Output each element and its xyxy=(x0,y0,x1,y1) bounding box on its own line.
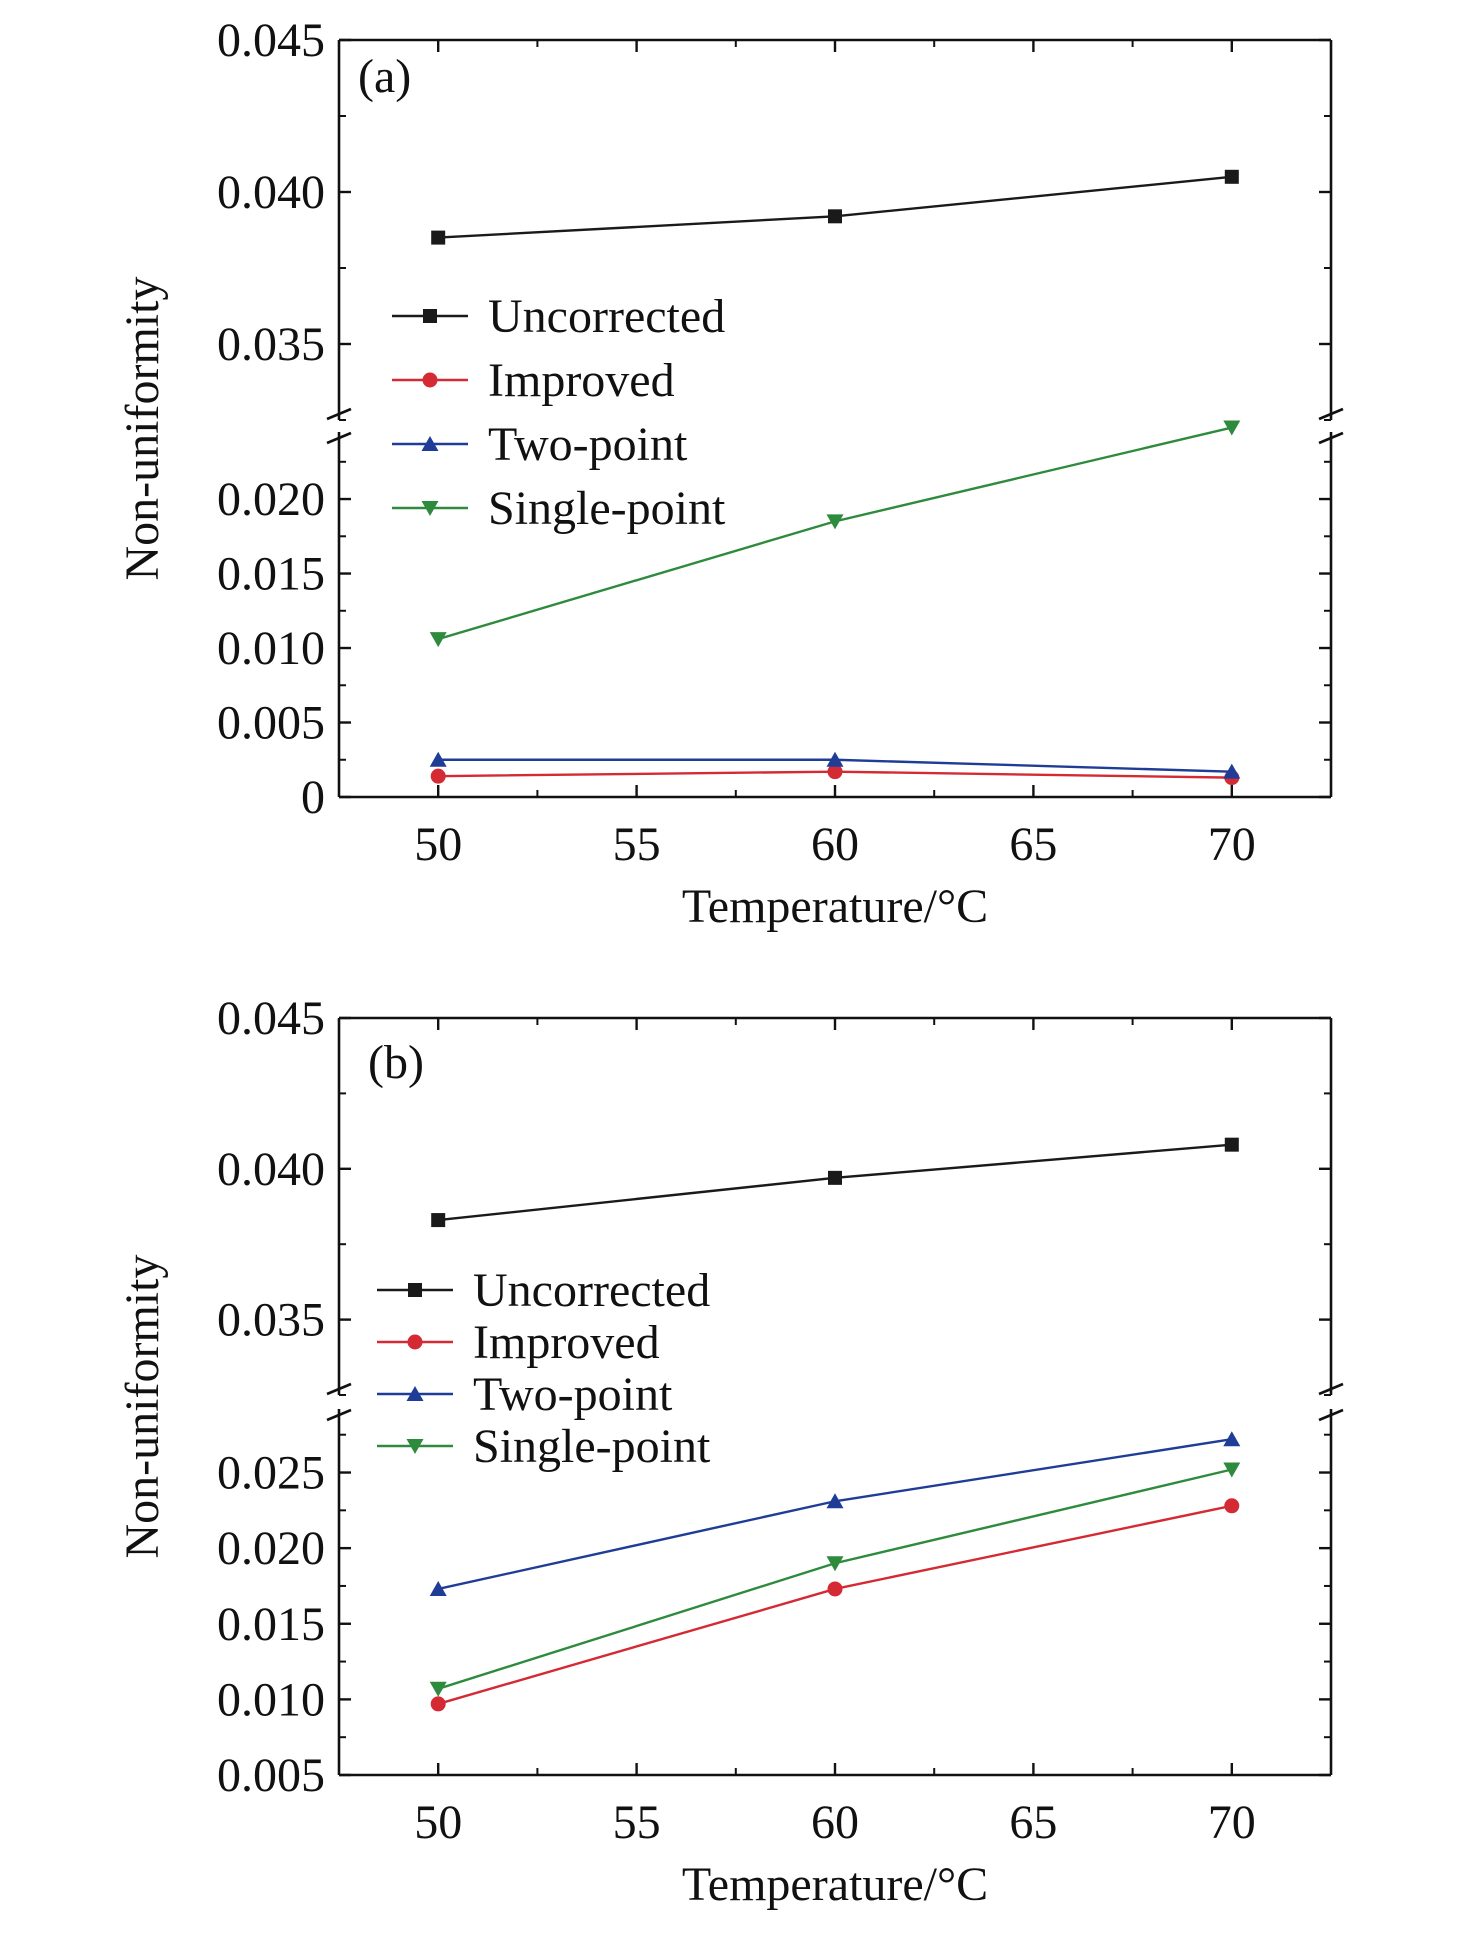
panel-label: (a) xyxy=(358,50,411,103)
y-tick-label: 0.010 xyxy=(217,1673,325,1726)
data-point xyxy=(1224,1498,1240,1514)
axis-break-mark xyxy=(326,407,352,421)
data-point xyxy=(1223,1462,1241,1478)
data-point xyxy=(828,209,842,224)
y-tick-label: 0.035 xyxy=(217,1294,325,1347)
data-point xyxy=(828,1170,842,1185)
data-point xyxy=(826,514,844,530)
series-line xyxy=(437,1504,1233,1706)
legend-label: Uncorrected xyxy=(488,290,725,343)
legend: Uncorrected Improved Two-point Single-point xyxy=(392,290,726,535)
series-uncorrected xyxy=(431,169,1239,245)
x-tick-label: 50 xyxy=(414,1796,462,1849)
y-tick-label: 0.015 xyxy=(217,548,325,601)
x-axis-label: Temperature/°C xyxy=(682,880,988,933)
series-two-point xyxy=(429,751,1241,779)
legend-label: Single-point xyxy=(473,1420,711,1473)
series-single-point xyxy=(429,1462,1241,1697)
data-point xyxy=(431,1213,446,1228)
y-tick-label: 0.020 xyxy=(217,473,325,526)
series-two-point xyxy=(429,1431,1241,1596)
data-point xyxy=(827,764,843,780)
x-tick-label: 65 xyxy=(1009,818,1057,871)
data-point xyxy=(1224,1137,1239,1152)
y-tick-label: 0.005 xyxy=(217,697,325,750)
x-tick-label: 60 xyxy=(811,818,859,871)
y-tick-label: 0.015 xyxy=(217,1598,325,1651)
legend-marker xyxy=(421,501,439,516)
legend-marker xyxy=(423,309,437,323)
chart-panel-b: 50 55 60 65 70 0.035 0.040 0.045 0.005 0.010 0.015… xyxy=(116,992,1344,1911)
data-point xyxy=(1224,169,1239,184)
data-point xyxy=(429,1681,447,1697)
y-tick-label: 0 xyxy=(301,771,325,824)
data-point xyxy=(429,751,447,767)
legend-marker xyxy=(406,1386,424,1401)
legend-marker xyxy=(421,436,439,451)
axis-break-mark xyxy=(1318,407,1344,421)
y-tick-label: 0.040 xyxy=(217,1143,325,1196)
axis-break-mark xyxy=(326,431,352,445)
chart-panel-a: 50 55 60 65 70 0.035 0.040 0.045 0 0.005 0.010 0.01… xyxy=(116,14,1344,933)
legend-label: Two-point xyxy=(488,418,688,471)
legend-label: Improved xyxy=(488,354,675,407)
x-tick-label: 60 xyxy=(811,1796,859,1849)
series-single-point xyxy=(429,420,1241,648)
data-point xyxy=(429,1580,447,1596)
y-tick-label: 0.045 xyxy=(217,992,325,1045)
legend-marker xyxy=(422,372,438,388)
data-point xyxy=(826,751,844,767)
data-point xyxy=(429,632,447,648)
x-axis-label: Temperature/°C xyxy=(682,1858,988,1911)
legend-label: Uncorrected xyxy=(473,1264,710,1317)
panel-label: (b) xyxy=(368,1036,424,1089)
axis-break-mark xyxy=(326,1408,352,1422)
axis-break-mark xyxy=(1318,431,1344,445)
x-tick-label: 50 xyxy=(414,818,462,871)
data-point xyxy=(1223,1431,1241,1447)
y-tick-label: 0.020 xyxy=(217,1522,325,1575)
legend-label: Single-point xyxy=(488,482,726,535)
data-point xyxy=(431,230,446,245)
data-point xyxy=(430,768,446,784)
x-tick-label: 70 xyxy=(1208,818,1256,871)
legend-marker xyxy=(406,1439,424,1454)
axis-break-mark xyxy=(1318,1382,1344,1396)
axis-break-mark xyxy=(326,1382,352,1396)
data-point xyxy=(827,1581,843,1597)
data-point xyxy=(826,1556,844,1572)
y-axis-label: Non-uniformity xyxy=(116,1255,169,1559)
x-tick-label: 55 xyxy=(613,1796,661,1849)
y-axis-label: Non-uniformity xyxy=(116,277,169,581)
data-point xyxy=(1223,763,1241,779)
legend-marker xyxy=(407,1334,423,1350)
legend-label: Improved xyxy=(473,1316,660,1369)
legend-label: Two-point xyxy=(473,1368,673,1421)
data-point xyxy=(430,1696,446,1712)
axis-break-mark xyxy=(1318,1408,1344,1422)
data-point xyxy=(1223,420,1241,436)
y-tick-label: 0.045 xyxy=(217,14,325,67)
series-uncorrected xyxy=(431,1137,1239,1228)
series-improved xyxy=(430,1498,1240,1712)
x-tick-label: 55 xyxy=(613,818,661,871)
x-tick-label: 70 xyxy=(1208,1796,1256,1849)
y-tick-label: 0.025 xyxy=(217,1447,325,1500)
legend-marker xyxy=(408,1283,422,1297)
y-tick-label: 0.010 xyxy=(217,622,325,675)
series-line xyxy=(438,175,1232,239)
y-tick-label: 0.035 xyxy=(217,318,325,371)
y-tick-label: 0.040 xyxy=(217,166,325,219)
y-tick-label: 0.005 xyxy=(217,1749,325,1802)
data-point xyxy=(826,1493,844,1509)
x-tick-label: 65 xyxy=(1009,1796,1057,1849)
